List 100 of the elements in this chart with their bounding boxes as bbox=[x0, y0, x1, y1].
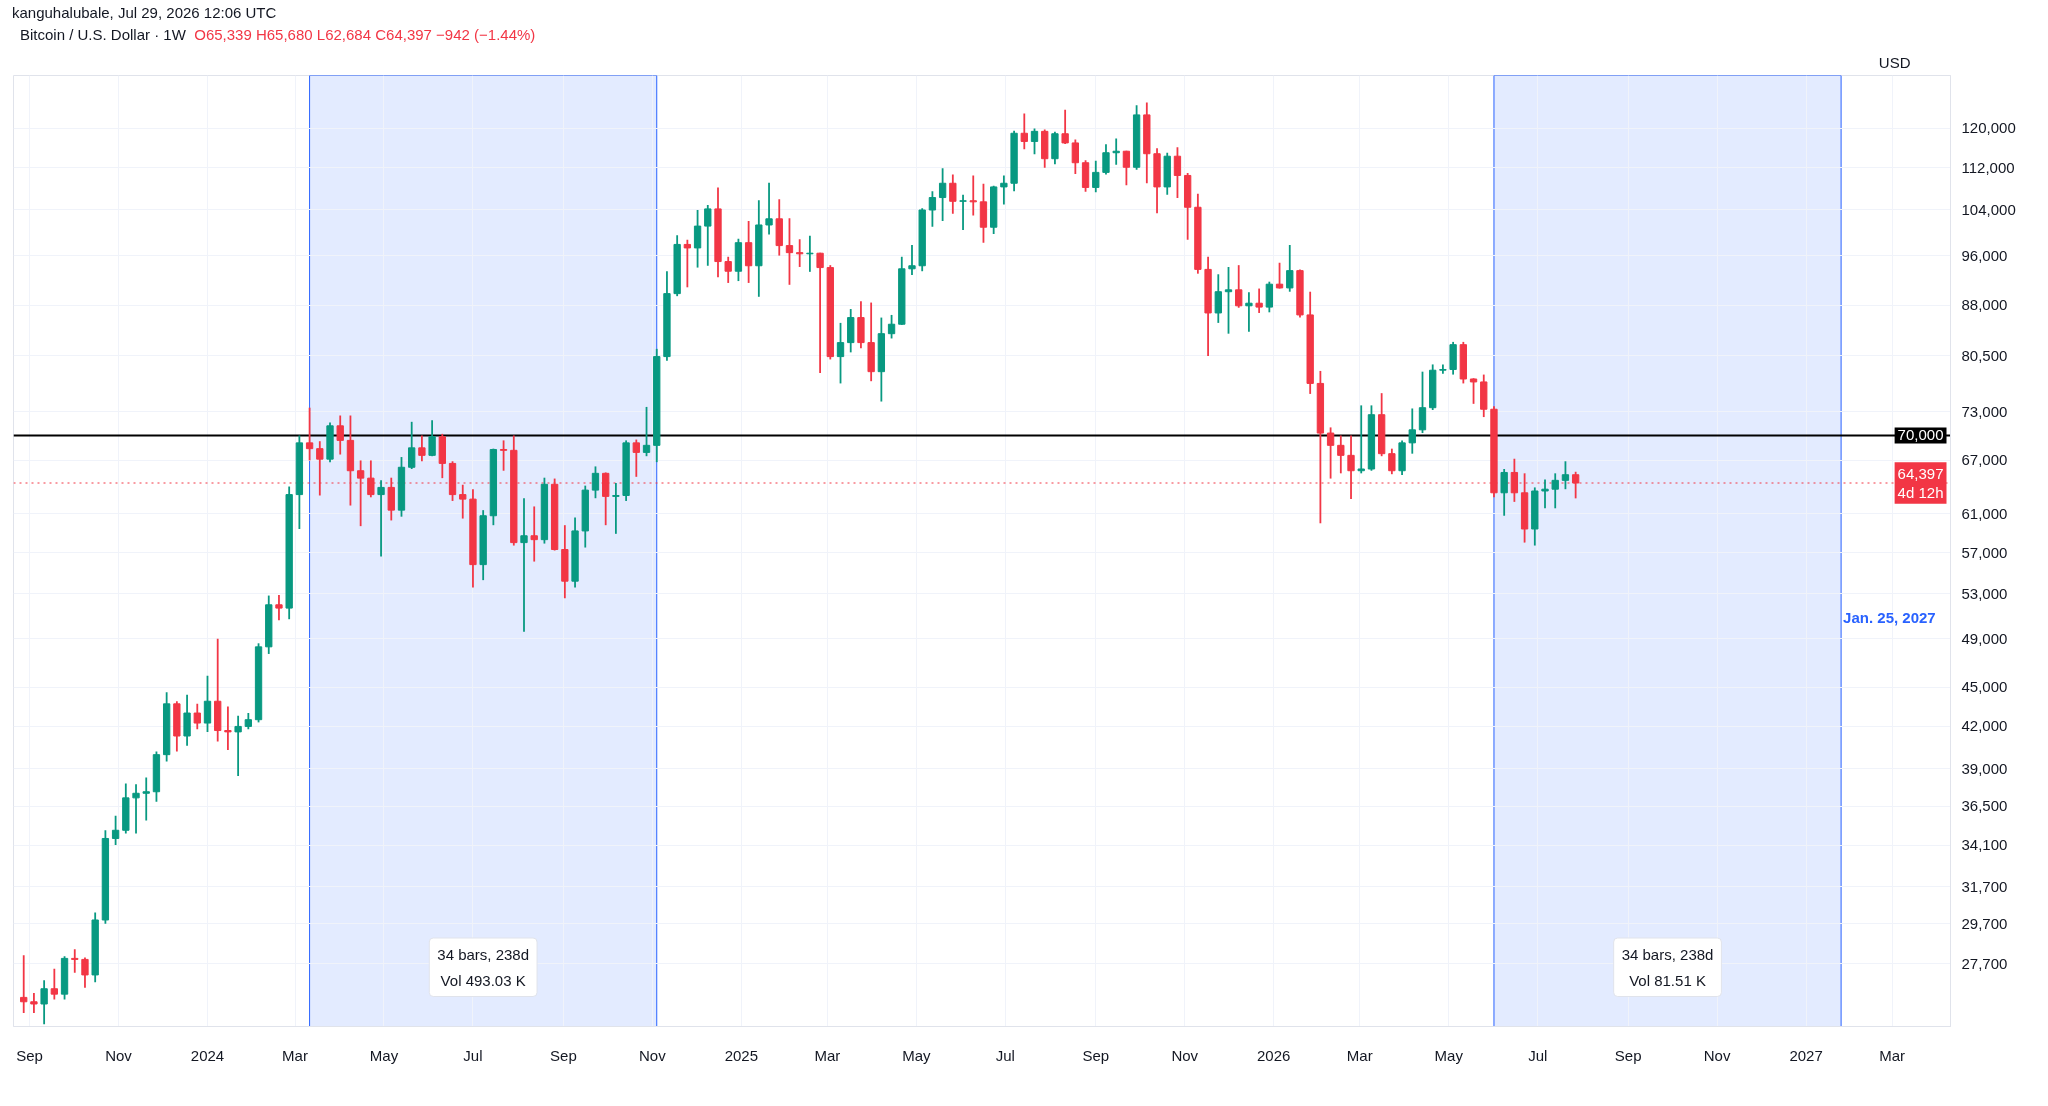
annotation: Jan. 25, 2027 bbox=[1843, 609, 1936, 627]
candlestick bbox=[499, 439, 508, 472]
candlestick bbox=[969, 174, 977, 217]
candlestick bbox=[111, 814, 120, 847]
candlestick bbox=[1173, 146, 1182, 199]
candlestick bbox=[1245, 291, 1253, 333]
candlestick bbox=[1357, 404, 1365, 475]
candlestick bbox=[1092, 159, 1100, 194]
x-tick-label: Nov bbox=[1171, 1046, 1199, 1064]
candlestick bbox=[50, 967, 59, 1001]
y-tick-label: 96,000 bbox=[1961, 246, 2008, 264]
candlestick bbox=[183, 693, 191, 747]
candlestick bbox=[612, 482, 620, 535]
candlestick bbox=[1224, 266, 1233, 335]
candlestick bbox=[836, 321, 845, 385]
candlestick bbox=[132, 783, 140, 835]
x-tick-label: May bbox=[902, 1046, 932, 1064]
candlestick bbox=[336, 414, 344, 456]
candlestick bbox=[234, 714, 242, 777]
y-tick-label: 36,500 bbox=[1961, 797, 2008, 815]
candlestick bbox=[1071, 138, 1080, 175]
candlestick bbox=[632, 438, 640, 478]
x-tick-label: Sep bbox=[1614, 1046, 1642, 1064]
y-tick-label: 45,000 bbox=[1961, 678, 2008, 696]
x-tick-label: 2024 bbox=[190, 1046, 225, 1064]
y-tick-label: 67,000 bbox=[1961, 451, 2008, 469]
x-tick-label: 2027 bbox=[1789, 1046, 1823, 1064]
candlestick bbox=[1337, 434, 1345, 475]
y-tick-label: 88,000 bbox=[1961, 296, 2008, 314]
y-tick-label: 53,000 bbox=[1961, 584, 2008, 602]
candlestick bbox=[30, 992, 38, 1014]
candlestick bbox=[938, 167, 947, 222]
candlestick bbox=[683, 238, 692, 289]
y-tick-label: 49,000 bbox=[1961, 629, 2008, 647]
candlestick bbox=[1551, 472, 1559, 510]
candlestick bbox=[193, 702, 201, 731]
candlestick bbox=[1214, 273, 1222, 324]
candlestick bbox=[408, 420, 416, 470]
candlestick bbox=[908, 244, 916, 276]
candlestick bbox=[744, 220, 753, 284]
candlestick bbox=[1469, 377, 1478, 405]
y-tick-label: 34,100 bbox=[1961, 836, 2008, 854]
y-tick-label: 61,000 bbox=[1961, 504, 2008, 522]
candlestick bbox=[530, 505, 538, 563]
candlestick bbox=[796, 238, 804, 268]
candlestick bbox=[1286, 244, 1294, 293]
candlestick bbox=[1561, 460, 1570, 491]
x-tick-label: Nov bbox=[639, 1046, 667, 1064]
y-axis-title: USD bbox=[1878, 53, 1911, 71]
x-tick-label: Nov bbox=[1703, 1046, 1731, 1064]
ref-line-label: 70,000 bbox=[1897, 426, 1944, 444]
candlestick bbox=[1326, 426, 1335, 480]
candlestick bbox=[224, 705, 232, 751]
candlestick bbox=[887, 314, 896, 340]
x-tick-label: 2025 bbox=[724, 1046, 759, 1064]
text: kanguhalubale, Jul 29, 2026 12:06 UTC bbox=[12, 3, 277, 23]
y-tick-label: 112,000 bbox=[1961, 158, 2015, 176]
candlestick bbox=[816, 251, 824, 375]
y-tick-label: 42,000 bbox=[1961, 717, 2008, 735]
candlestick bbox=[418, 434, 426, 463]
candlestick bbox=[704, 204, 712, 267]
candlestick bbox=[959, 193, 967, 231]
candlestick bbox=[1102, 143, 1110, 176]
candlestick bbox=[1500, 468, 1508, 517]
chart-title: Bitcoin / U.S. Dollar · 1W bbox=[20, 26, 186, 43]
y-tick-label: 39,000 bbox=[1961, 759, 2008, 777]
candlestick bbox=[1541, 478, 1549, 510]
y-tick-label: 80,500 bbox=[1961, 346, 2008, 364]
candlestick bbox=[602, 471, 610, 527]
x-tick-label: Mar bbox=[282, 1046, 308, 1064]
y-tick-label: 29,700 bbox=[1961, 914, 2008, 932]
candlestick bbox=[520, 497, 528, 633]
ref-line-label: 64,397 4d 12h bbox=[1897, 465, 1944, 501]
candlestick bbox=[203, 674, 212, 733]
y-tick-label: 73,000 bbox=[1961, 402, 2008, 420]
candlestick bbox=[1235, 264, 1243, 309]
candlestick bbox=[81, 956, 89, 989]
x-tick-label: May bbox=[369, 1046, 399, 1064]
x-tick-label: Jul bbox=[1528, 1046, 1548, 1064]
x-tick-label: Mar bbox=[1346, 1046, 1373, 1064]
y-tick-label: 57,000 bbox=[1961, 543, 2008, 561]
candlestick bbox=[459, 483, 467, 520]
candlestick bbox=[428, 419, 436, 458]
candlestick bbox=[785, 217, 794, 286]
y-tick-label: 31,700 bbox=[1961, 877, 2008, 895]
candlestick bbox=[724, 255, 732, 284]
x-tick-label: Sep bbox=[550, 1046, 577, 1064]
candlestick bbox=[305, 406, 314, 462]
candlestick bbox=[1122, 149, 1131, 187]
x-tick-label: Jul bbox=[995, 1046, 1015, 1064]
x-tick-label: Nov bbox=[105, 1046, 133, 1064]
y-tick-label: 120,000 bbox=[1961, 119, 2016, 137]
x-tick-label: Sep bbox=[1082, 1046, 1110, 1064]
candlestick bbox=[928, 190, 937, 228]
candlestick bbox=[765, 181, 773, 236]
band-label: 34 bars, 238d Vol 493.03 K bbox=[437, 946, 530, 989]
candlestick bbox=[1439, 363, 1447, 375]
candlestick bbox=[693, 209, 702, 269]
candlestick bbox=[275, 594, 283, 622]
band-label: 34 bars, 238d Vol 81.51 K bbox=[1621, 946, 1714, 989]
